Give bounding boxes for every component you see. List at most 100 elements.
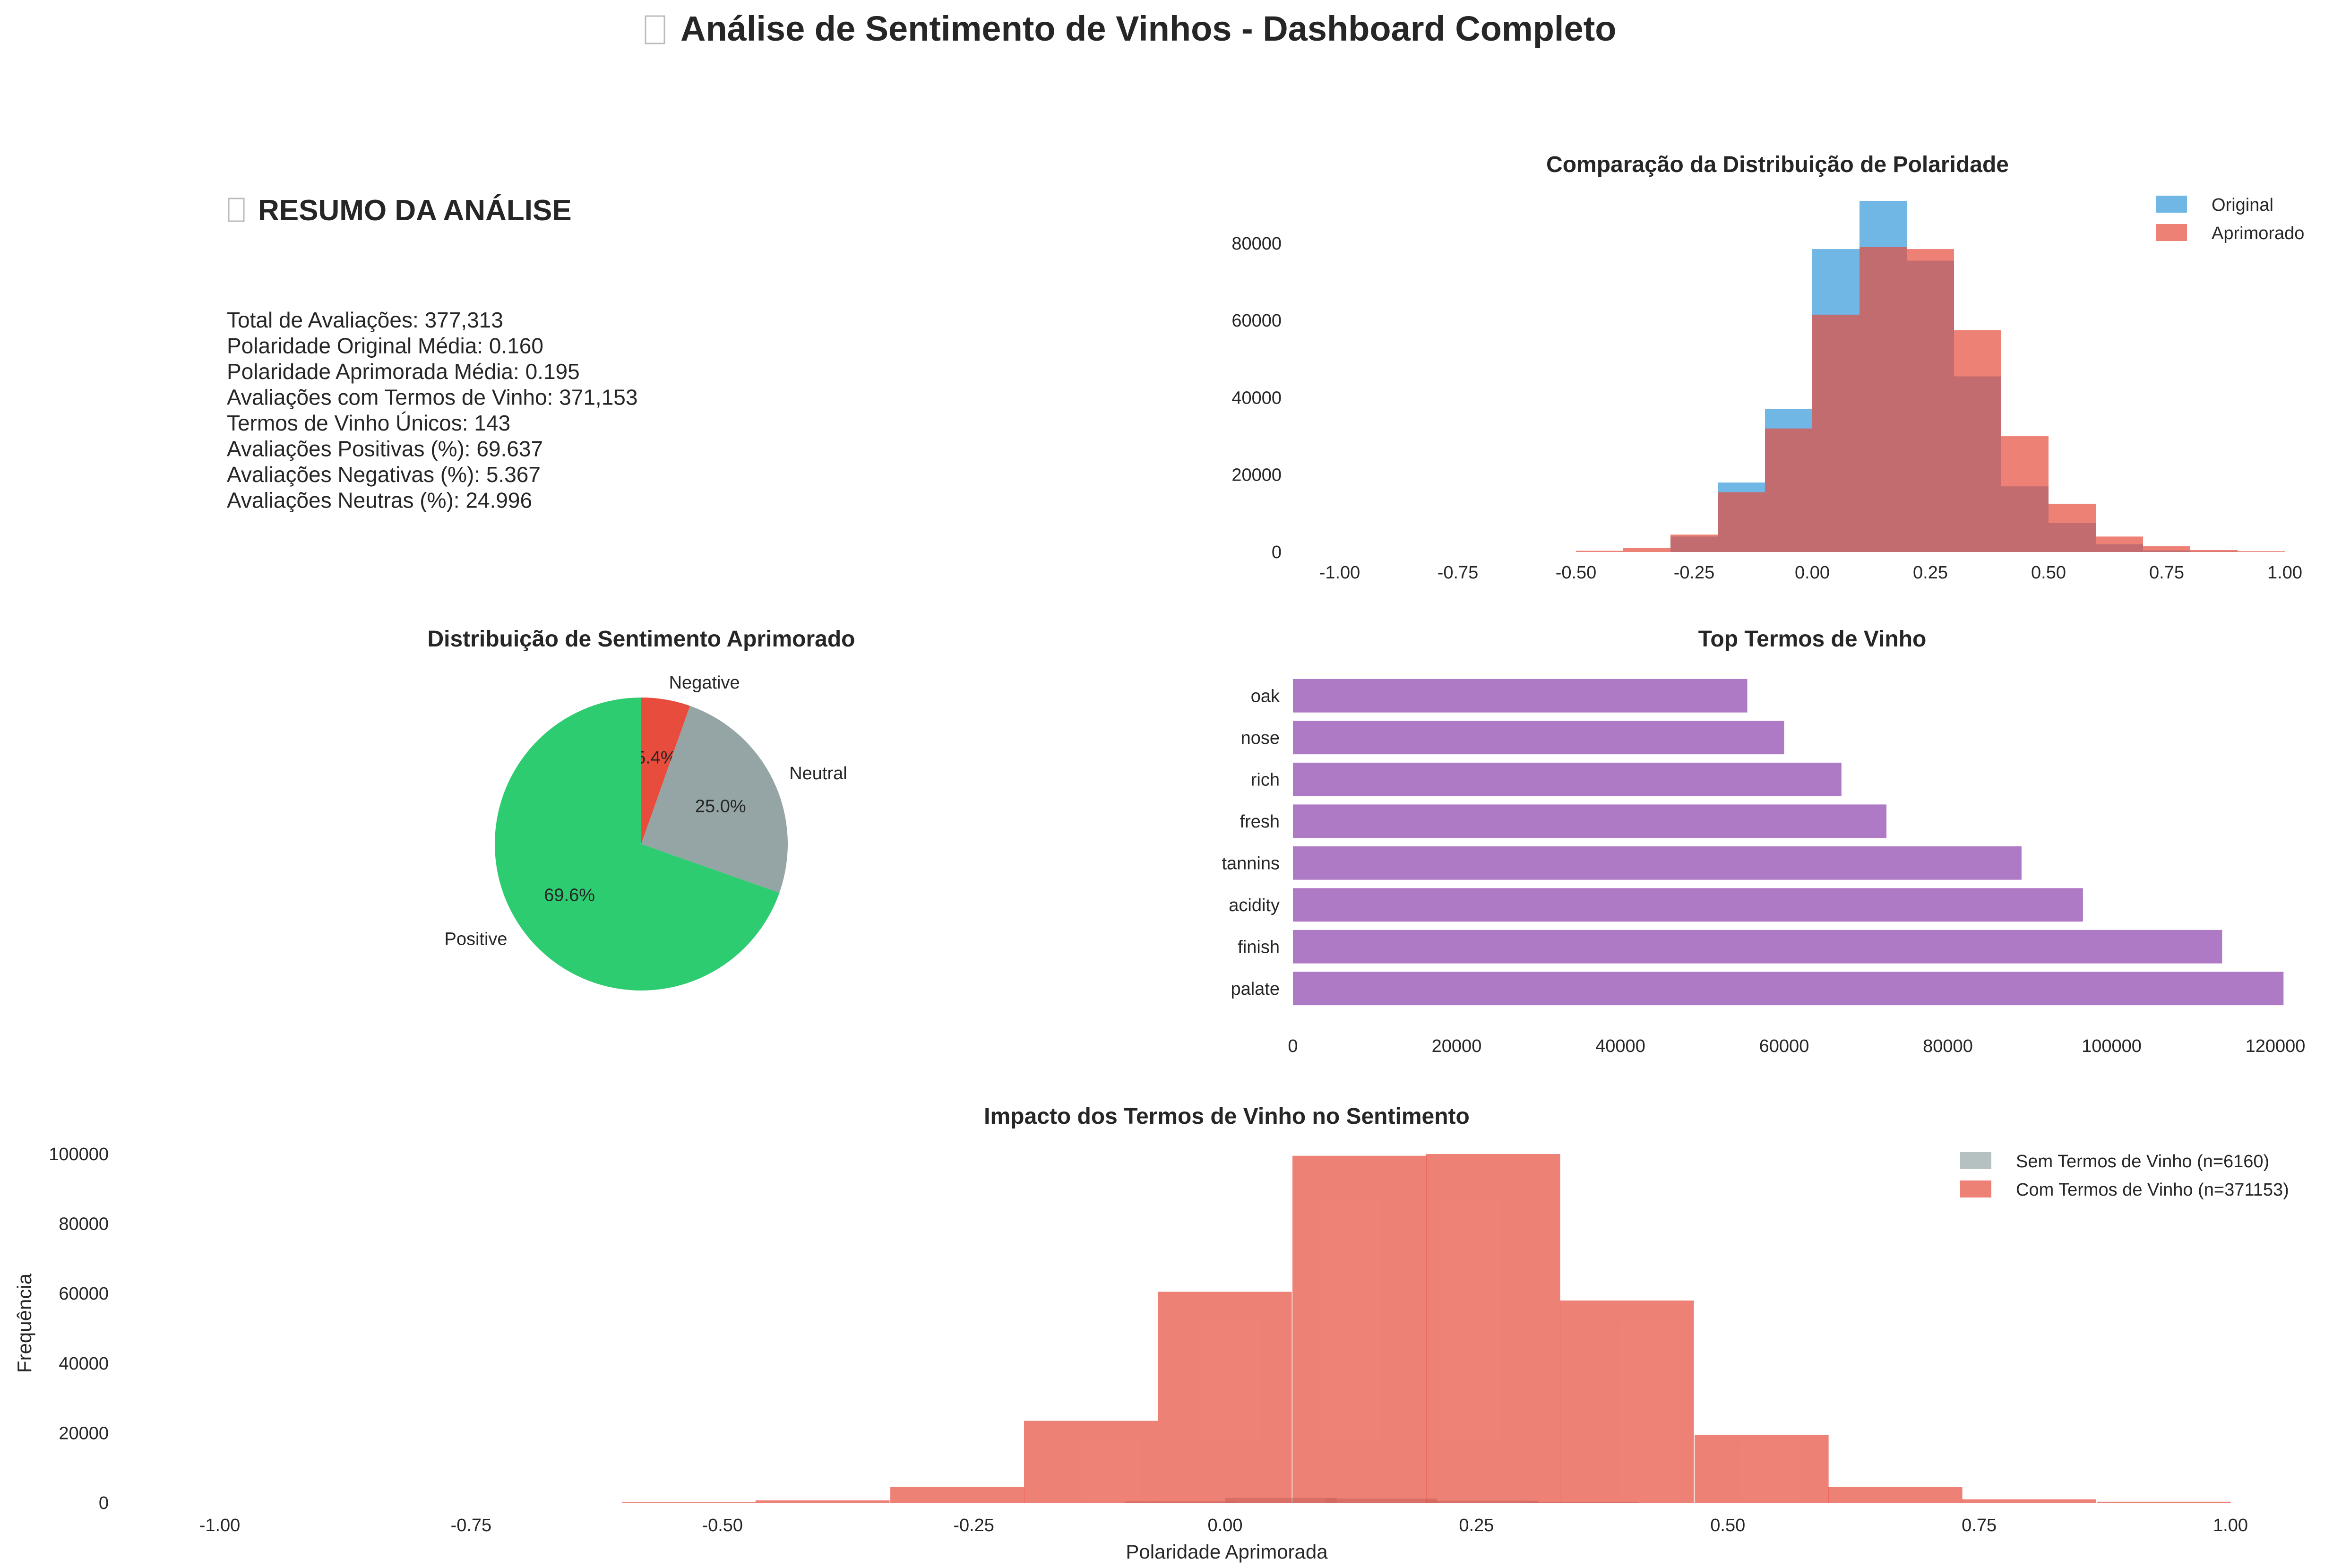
top-wine-terms-chart: Top Termos de Vinho oak nose rich fresh tanni… — [1222, 627, 2305, 1056]
histogram-bar — [1623, 548, 1670, 552]
histogram-bar — [755, 1500, 890, 1503]
summary-line: Polaridade Original Média: 0.160 — [227, 334, 543, 358]
x-axis-label: Polaridade Aprimorada — [1126, 1541, 1328, 1563]
histogram-bar — [1426, 1154, 1560, 1503]
legend-label: Aprimorado — [2212, 224, 2304, 243]
y-tick-label: 100000 — [49, 1145, 109, 1164]
x-tick-label: 0.25 — [1459, 1516, 1494, 1535]
histogram-bar — [1576, 551, 1623, 552]
x-tick-label: 0.25 — [1913, 563, 1948, 583]
legend-swatch — [2156, 224, 2187, 241]
legend-label: Com Termos de Vinho (n=371153) — [2016, 1180, 2289, 1200]
polarity-distribution-chart: Comparação da Distribuição de Polaridade… — [1231, 152, 2304, 583]
summary-heading: RESUMO DA ANÁLISE — [258, 194, 572, 227]
y-tick-label: 40000 — [1231, 388, 1282, 408]
term-label: finish — [1238, 937, 1280, 957]
sentiment-pie-chart: Distribuição de Sentimento Aprimorado5.4… — [428, 627, 855, 991]
x-tick-label: 120000 — [2246, 1036, 2306, 1056]
placeholder-glyph-icon — [228, 198, 245, 222]
x-tick-label: -1.00 — [199, 1516, 241, 1535]
term-label: nose — [1241, 728, 1280, 748]
histogram-bar — [1907, 249, 1954, 552]
y-tick-label: 60000 — [59, 1284, 109, 1304]
placeholder-glyph-icon — [645, 15, 665, 44]
histogram-bar — [1292, 1155, 1427, 1503]
x-tick-label: -1.00 — [1319, 563, 1360, 583]
summary-panel: RESUMO DA ANÁLISE Total de Avaliações: 3… — [227, 194, 637, 513]
x-tick-label: 0.00 — [1208, 1516, 1243, 1535]
histogram-bar — [1962, 1499, 2096, 1503]
y-tick-label: 60000 — [1231, 311, 1282, 331]
x-tick-label: 1.00 — [2213, 1516, 2248, 1535]
y-tick-label: 80000 — [1231, 234, 1282, 254]
summary-line: Total de Avaliações: 377,313 — [227, 308, 503, 332]
y-axis-label: Frequência — [13, 1273, 35, 1373]
x-tick-label: -0.25 — [953, 1516, 994, 1535]
x-tick-label: 20000 — [1432, 1036, 1482, 1056]
x-tick-label: 60000 — [1759, 1036, 1809, 1056]
term-label: rich — [1251, 770, 1280, 790]
y-tick-label: 40000 — [59, 1354, 109, 1374]
x-tick-label: 0.00 — [1795, 563, 1830, 583]
histogram-bar — [2190, 550, 2238, 552]
x-tick-label: 0 — [1288, 1036, 1298, 1056]
legend-swatch — [1960, 1180, 1991, 1198]
histogram-bar — [1954, 330, 2001, 552]
histogram-bar — [1828, 1487, 1963, 1503]
histogram-bar — [1812, 314, 1860, 552]
legend-swatch — [2156, 196, 2187, 213]
y-tick-label: 20000 — [59, 1423, 109, 1443]
pie-slice-label: Negative — [669, 673, 740, 693]
legend-label: Sem Termos de Vinho (n=6160) — [2016, 1152, 2269, 1172]
histogram-bar — [2238, 551, 2285, 552]
histogram-bar — [622, 1502, 756, 1503]
term-bar — [1293, 679, 1748, 713]
term-bar — [1293, 888, 2083, 922]
x-tick-label: 80000 — [1923, 1036, 1973, 1056]
term-label: acidity — [1229, 896, 1280, 915]
x-tick-label: 0.50 — [2031, 563, 2066, 583]
summary-line: Avaliações Positivas (%): 69.637 — [227, 437, 543, 461]
legend-label: Original — [2212, 195, 2273, 215]
histogram-bar — [1024, 1421, 1158, 1503]
histogram-bar — [2096, 536, 2143, 552]
pie-percent-label: 69.6% — [544, 885, 595, 905]
x-tick-label: -0.50 — [1556, 563, 1597, 583]
chart-title: Impacto dos Termos de Vinho no Sentiment… — [984, 1104, 1470, 1129]
summary-line: Avaliações com Termos de Vinho: 371,153 — [227, 385, 637, 410]
term-bar — [1293, 762, 1842, 796]
term-label: oak — [1251, 686, 1280, 706]
histogram-bar — [2001, 436, 2049, 552]
chart-title: Top Termos de Vinho — [1698, 627, 1927, 652]
pie-slice-label: Positive — [445, 930, 508, 949]
term-bar — [1293, 846, 2022, 880]
pie-slice — [641, 706, 788, 893]
y-tick-label: 0 — [1272, 543, 1282, 562]
x-tick-label: 0.75 — [1962, 1516, 1997, 1535]
pie-percent-label: 25.0% — [695, 797, 746, 817]
x-tick-label: -0.75 — [1438, 563, 1479, 583]
histogram-bar — [1718, 492, 1765, 552]
pie-slice-label: Neutral — [789, 764, 847, 784]
term-label: fresh — [1240, 812, 1280, 832]
x-tick-label: 40000 — [1595, 1036, 1645, 1056]
x-tick-label: -0.25 — [1674, 563, 1715, 583]
page-title: Análise de Sentimento de Vinhos - Dashbo… — [680, 9, 1616, 48]
dashboard-title: Análise de Sentimento de Vinhos - Dashbo… — [645, 9, 1616, 48]
term-bar — [1293, 804, 1887, 838]
y-tick-label: 20000 — [1231, 465, 1282, 485]
histogram-bar — [1670, 534, 1718, 552]
histogram-bar — [890, 1487, 1024, 1503]
pie-slice — [641, 698, 690, 844]
legend-swatch — [1960, 1152, 1991, 1169]
y-tick-label: 0 — [99, 1493, 109, 1513]
term-bar — [1293, 972, 2284, 1006]
summary-line: Termos de Vinho Únicos: 143 — [227, 411, 510, 435]
x-tick-label: -0.50 — [702, 1516, 743, 1535]
term-bar — [1293, 721, 1784, 755]
summary-line: Polaridade Aprimorada Média: 0.195 — [227, 359, 580, 384]
chart-title: Comparação da Distribuição de Polaridade — [1546, 152, 2009, 177]
term-label: palate — [1231, 979, 1280, 999]
